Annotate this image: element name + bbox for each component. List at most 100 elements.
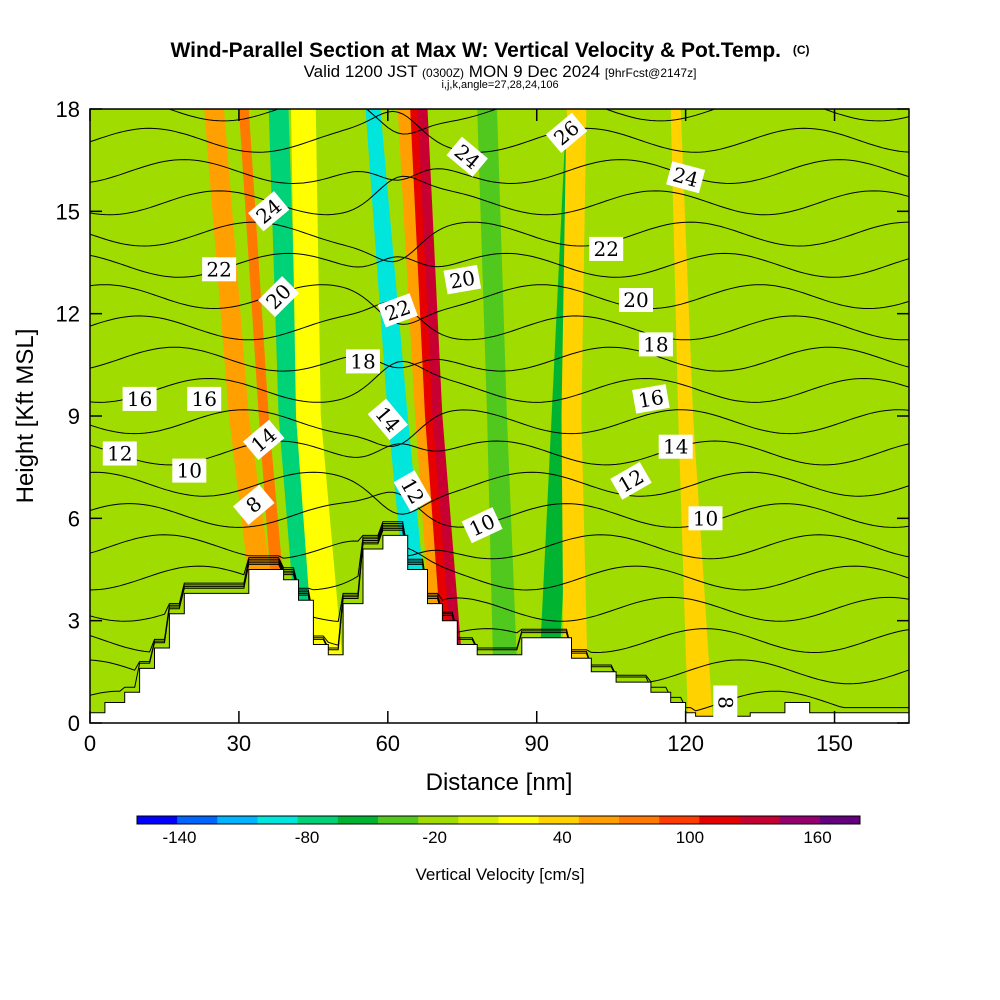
colorbar-swatch-1 (177, 816, 218, 824)
contour-label-16-2: 16 (632, 384, 670, 414)
theta-contour-layer (90, 109, 909, 712)
theta-contour-line-9 (90, 526, 909, 654)
contour-label-10-2: 10 (688, 506, 723, 531)
contour-label-text: 22 (593, 237, 618, 261)
colorbar-tick-label: 160 (803, 828, 831, 847)
colorbar-tick-label: 40 (553, 828, 572, 847)
x-axis-title: Distance [nm] (426, 769, 573, 796)
colorbar-swatch-17 (819, 816, 861, 824)
contour-label-text: 10 (693, 506, 718, 530)
contour-label-text: 20 (623, 288, 648, 312)
contour-label-text: 22 (206, 257, 231, 281)
y-axis-title: Height [Kft MSL] (12, 329, 39, 504)
contour-label-text: 20 (448, 266, 477, 294)
colorbar-swatch-6 (378, 816, 419, 824)
x-tick-label: 60 (376, 731, 400, 756)
chart-subtitle: Valid 1200 JST (0300Z) MON 9 Dec 2024 [9… (304, 62, 697, 81)
colorbar-swatch-10 (538, 816, 580, 824)
colorbar-swatch-9 (498, 816, 540, 824)
theta-contour-line-15 (90, 440, 909, 466)
contour-label-text: 12 (107, 442, 132, 466)
chart-title-main: Wind-Parallel Section at Max W: Vertical… (170, 39, 781, 62)
colorbar-tick-label: -140 (162, 828, 196, 847)
colorbar: -140 -80 -20 40 100 160 (136, 815, 861, 847)
contour-label-10-0: 10 (172, 458, 207, 483)
chart-subtitle-indices: i,j,k,angle=27,28,24,106 (441, 79, 558, 91)
theta-contour-line-22 (90, 221, 909, 263)
theta-contour-line-16 (90, 409, 909, 447)
velocity-band-11 (670, 109, 713, 723)
contour-label-22-0: 22 (202, 257, 237, 282)
colorbar-swatch-7 (418, 816, 459, 824)
theta-contour-line-26 (167, 109, 909, 135)
colorbar-swatch-16 (779, 816, 821, 824)
theta-contour-line-25 (90, 110, 909, 153)
contour-label-text: 14 (663, 435, 688, 459)
theta-contour-line-10 (90, 524, 909, 623)
y-tick-label: 3 (68, 609, 80, 634)
y-tick-label: 9 (68, 404, 80, 429)
theta-contour-line-24 (90, 159, 909, 185)
colorbar-swatch-11 (578, 816, 620, 824)
colorbar-swatch-12 (619, 816, 660, 824)
x-tick-label: 0 (84, 731, 96, 756)
theta-contour-line-7 (90, 529, 909, 712)
y-tick-label: 12 (56, 302, 80, 327)
x-tick-label: 120 (667, 731, 704, 756)
contour-label-text: 8 (713, 696, 737, 709)
y-tick-label: 15 (56, 199, 80, 224)
theta-contour-line-14 (90, 471, 909, 515)
colorbar-swatch-13 (659, 816, 700, 824)
colorbar-swatch-5 (337, 816, 379, 824)
colorbar-tick-label: 100 (676, 828, 704, 847)
colorbar-swatch-14 (699, 816, 740, 824)
terrain (90, 534, 909, 723)
contour-label-14-2: 14 (658, 434, 693, 459)
y-tick-label: 18 (56, 97, 80, 122)
colorbar-tick-label: -80 (295, 828, 320, 847)
colorbar-tick-label: -20 (422, 828, 447, 847)
theta-contour-line-19 (90, 301, 909, 341)
x-axis: 0 30 60 90 120 150 (84, 109, 853, 756)
x-tick-label: 30 (227, 731, 251, 756)
velocity-band-3 (291, 109, 349, 723)
colorbar-swatch-15 (739, 816, 781, 824)
theta-contour-line-12 (90, 521, 909, 560)
subtitle-utc: (0300Z) (422, 66, 464, 80)
y-tick-label: 0 (68, 711, 80, 736)
theta-contour-line-17 (90, 360, 909, 403)
theta-contour-line-11 (90, 523, 909, 591)
theta-contour-line-13 (90, 491, 909, 528)
theta-contour-line-23 (90, 175, 909, 216)
colorbar-swatch-2 (217, 816, 258, 824)
contour-label-16-1: 16 (187, 386, 222, 411)
theta-contour-line-8 (90, 528, 909, 685)
y-axis: 0 3 6 9 12 15 18 (56, 97, 909, 736)
contour-label-text: 16 (636, 385, 665, 413)
theta-contour-line-18 (90, 346, 909, 372)
contour-label-text: 16 (191, 387, 216, 411)
contour-label-12-0: 12 (102, 441, 137, 466)
contour-label-22-2: 22 (589, 236, 624, 261)
x-tick-label: 150 (816, 731, 853, 756)
contour-label-18-0: 18 (346, 349, 380, 374)
contour-label-text: 10 (177, 459, 202, 483)
subtitle-valid: Valid 1200 JST (304, 62, 422, 81)
x-tick-label: 90 (524, 731, 548, 756)
chart-title-mark: (C) (793, 43, 810, 57)
velocity-band-10 (561, 109, 589, 723)
contour-label-text: 16 (127, 387, 152, 411)
subtitle-forecast: [9hrFcst@2147z] (605, 66, 697, 80)
velocity-band-7 (417, 109, 468, 723)
chart-title: Wind-Parallel Section at Max W: Vertical… (170, 39, 809, 62)
contour-label-20-1: 20 (443, 264, 482, 295)
contour-label-text: 18 (350, 349, 375, 373)
contour-label-8-1: 8 (713, 685, 738, 720)
colorbar-title: Vertical Velocity [cm/s] (415, 865, 584, 884)
y-tick-label: 6 (68, 506, 80, 531)
contour-label-16-0: 16 (122, 386, 157, 411)
contour-label-18-1: 18 (638, 332, 673, 357)
contour-label-20-2: 20 (619, 288, 653, 312)
contour-label-text: 18 (643, 332, 668, 356)
